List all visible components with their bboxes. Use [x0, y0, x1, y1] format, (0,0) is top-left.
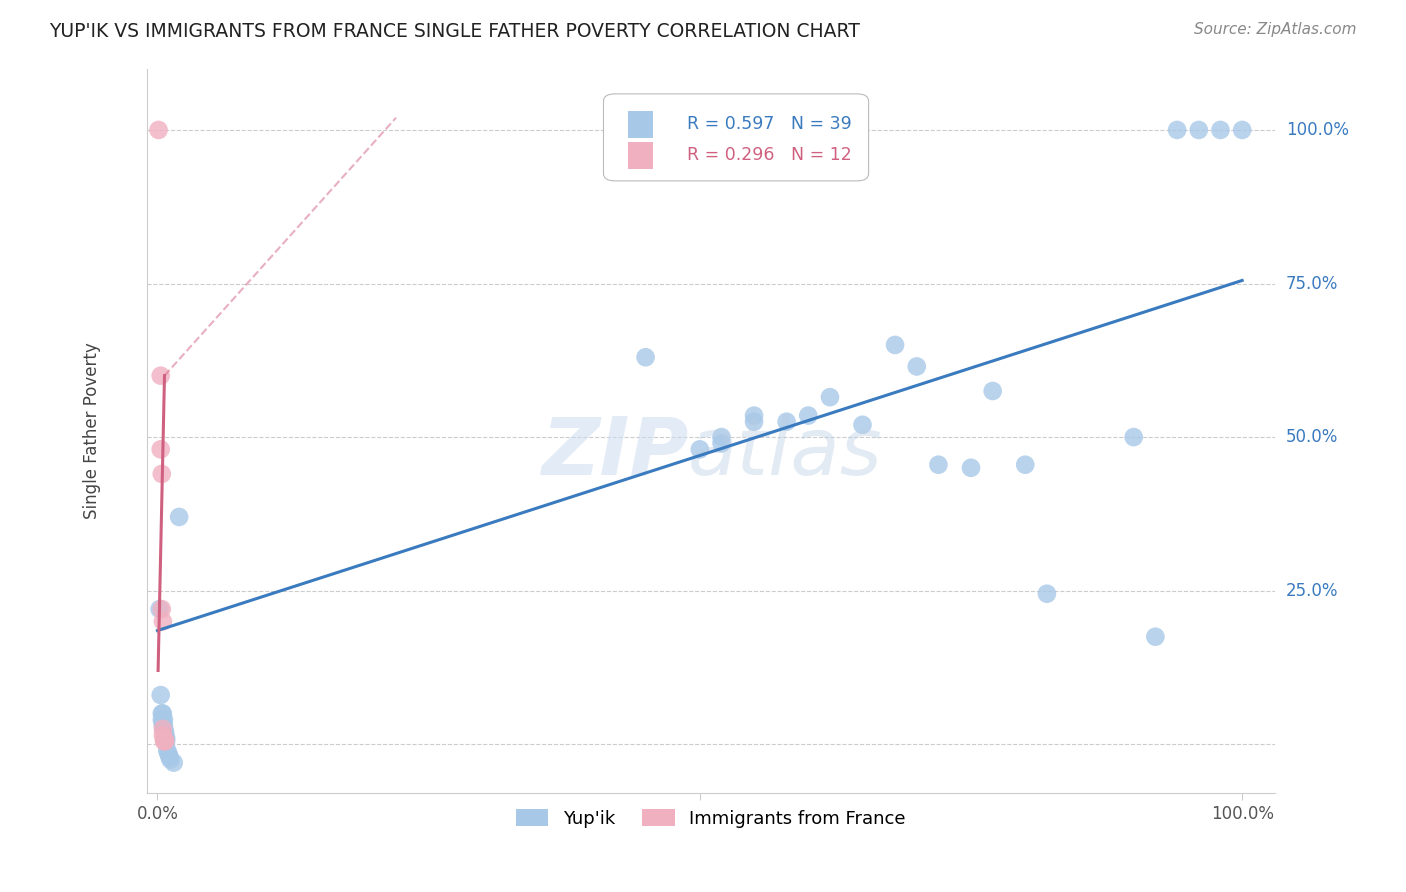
Point	[152, 719, 174, 733]
Text: 25.0%: 25.0%	[1286, 582, 1339, 599]
Point	[689, 442, 711, 457]
Point	[884, 338, 907, 352]
FancyBboxPatch shape	[603, 94, 869, 181]
Point	[153, 713, 176, 727]
Text: YUP'IK VS IMMIGRANTS FROM FRANCE SINGLE FATHER POVERTY CORRELATION CHART: YUP'IK VS IMMIGRANTS FROM FRANCE SINGLE …	[49, 22, 860, 41]
Point	[1014, 458, 1036, 472]
Point	[981, 384, 1004, 398]
Point	[797, 409, 820, 423]
Text: 50.0%: 50.0%	[1286, 428, 1339, 446]
Point	[710, 436, 733, 450]
Point	[149, 368, 172, 383]
Point	[1122, 430, 1144, 444]
Point	[150, 602, 173, 616]
Point	[1188, 123, 1211, 137]
Point	[155, 731, 177, 745]
Point	[152, 728, 174, 742]
Point	[710, 430, 733, 444]
Text: atlas: atlas	[688, 414, 883, 491]
Point	[152, 706, 174, 721]
Point	[818, 390, 841, 404]
Point	[153, 719, 176, 733]
Point	[156, 743, 179, 757]
Point	[1036, 587, 1059, 601]
Legend: Yup'ik, Immigrants from France: Yup'ik, Immigrants from France	[509, 802, 912, 835]
Point	[153, 728, 176, 742]
Point	[153, 722, 176, 736]
Text: Single Father Poverty: Single Father Poverty	[83, 343, 101, 519]
Point	[153, 725, 176, 739]
Text: Source: ZipAtlas.com: Source: ZipAtlas.com	[1194, 22, 1357, 37]
Point	[153, 731, 176, 745]
Point	[167, 510, 190, 524]
Point	[634, 350, 657, 364]
Point	[1144, 630, 1167, 644]
Point	[149, 602, 172, 616]
Point	[153, 734, 176, 748]
Text: 100.0%: 100.0%	[1286, 121, 1348, 139]
Point	[150, 706, 173, 721]
Point	[775, 415, 797, 429]
Text: R = 0.296   N = 12: R = 0.296 N = 12	[688, 146, 852, 164]
Point	[153, 734, 176, 748]
Point	[148, 123, 170, 137]
Point	[851, 417, 873, 432]
Point	[163, 756, 186, 770]
Point	[1166, 123, 1188, 137]
Point	[742, 409, 765, 423]
Point	[150, 467, 173, 481]
Point	[157, 747, 180, 761]
Text: R = 0.597   N = 39: R = 0.597 N = 39	[688, 115, 852, 133]
Point	[927, 458, 949, 472]
Point	[149, 688, 172, 702]
Point	[742, 415, 765, 429]
Point	[157, 749, 180, 764]
Point	[152, 715, 174, 730]
Point	[1209, 123, 1232, 137]
Point	[155, 734, 177, 748]
Point	[150, 713, 173, 727]
Point	[960, 460, 983, 475]
Bar	[628, 111, 654, 138]
Point	[153, 734, 176, 748]
Point	[152, 722, 174, 736]
Point	[149, 442, 172, 457]
Point	[159, 753, 181, 767]
Bar	[628, 142, 654, 169]
Point	[1230, 123, 1253, 137]
Text: ZIP: ZIP	[541, 414, 688, 491]
Text: 75.0%: 75.0%	[1286, 275, 1339, 293]
Point	[905, 359, 928, 374]
Point	[152, 615, 174, 629]
